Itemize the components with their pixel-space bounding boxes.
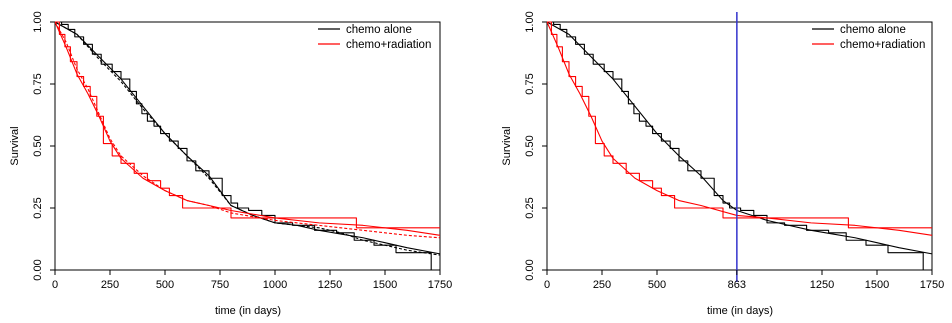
y-tick-label: 0.00 (524, 259, 536, 280)
x-tick-label: 1500 (373, 279, 397, 291)
legend-label-chemo-radiation: chemo+radiation (346, 39, 431, 51)
y-tick-label: 1.00 (32, 11, 44, 32)
x-tick-label: 1250 (810, 279, 834, 291)
x-axis-label: time (in days) (707, 305, 773, 317)
x-tick-label: 1250 (318, 279, 342, 291)
y-tick-label: 1.00 (524, 11, 536, 32)
x-tick-label: 1500 (865, 279, 889, 291)
y-tick-label: 0.75 (524, 73, 536, 94)
series-chemo-radiation-curve-dashed (54, 21, 441, 239)
x-tick-label: 0 (544, 279, 550, 291)
y-tick-label: 0.00 (32, 259, 44, 280)
y-tick-label: 0.25 (524, 197, 536, 218)
x-tick-label: 250 (101, 279, 119, 291)
x-tick-label: 750 (211, 279, 229, 291)
y-tick-label: 0.25 (32, 197, 44, 218)
survival-curves (546, 12, 933, 282)
x-tick-label: 0 (52, 279, 58, 291)
survival-panel-right: 0 250 500 863 1250 1500 1750 0.00 0.25 0.50 0.75 1… (501, 11, 944, 317)
x-tick-label: 863 (728, 279, 746, 291)
x-tick-label: 1750 (428, 279, 452, 291)
legend-label-chemo-alone: chemo alone (346, 24, 412, 36)
x-tick-label: 250 (593, 279, 611, 291)
legend-label-chemo-radiation: chemo+radiation (840, 39, 925, 51)
x-tick-label: 1750 (920, 279, 944, 291)
series-chemo-alone-curve (546, 21, 933, 255)
series-chemo-radiation-step (55, 21, 440, 229)
series-chemo-radiation-curve (546, 21, 933, 236)
y-axis-ticks: 0.00 0.25 0.50 0.75 1.00 (524, 11, 547, 281)
series-chemo-radiation-step (547, 21, 932, 229)
series-chemo-alone-curve-dashed (54, 21, 441, 256)
y-axis-label: Survival (9, 126, 21, 165)
y-tick-label: 0.75 (32, 73, 44, 94)
x-tick-label: 500 (156, 279, 174, 291)
legend: chemo alone chemo+radiation (318, 24, 431, 51)
x-tick-label: 1000 (263, 279, 287, 291)
legend-label-chemo-alone: chemo alone (840, 24, 906, 36)
y-axis-ticks: 0.00 0.25 0.50 0.75 1.00 (32, 11, 55, 281)
y-axis-label: Survival (501, 126, 513, 165)
survival-panel-left: 0 250 500 750 1000 1250 1500 1750 0.000.250.500… (9, 11, 452, 317)
y-tick-label: 0.50 (524, 135, 536, 156)
x-axis-label: time (in days) (215, 305, 281, 317)
x-axis-ticks: 0 250 500 863 1250 1500 1750 (544, 270, 944, 291)
x-axis-ticks: 0 250 500 750 1000 1250 1500 1750 (52, 270, 452, 291)
y-tick-label: 0.50 (32, 135, 44, 156)
survival-curves (54, 21, 441, 270)
legend: chemo alone chemo+radiation (812, 24, 925, 51)
x-tick-label: 500 (648, 279, 666, 291)
